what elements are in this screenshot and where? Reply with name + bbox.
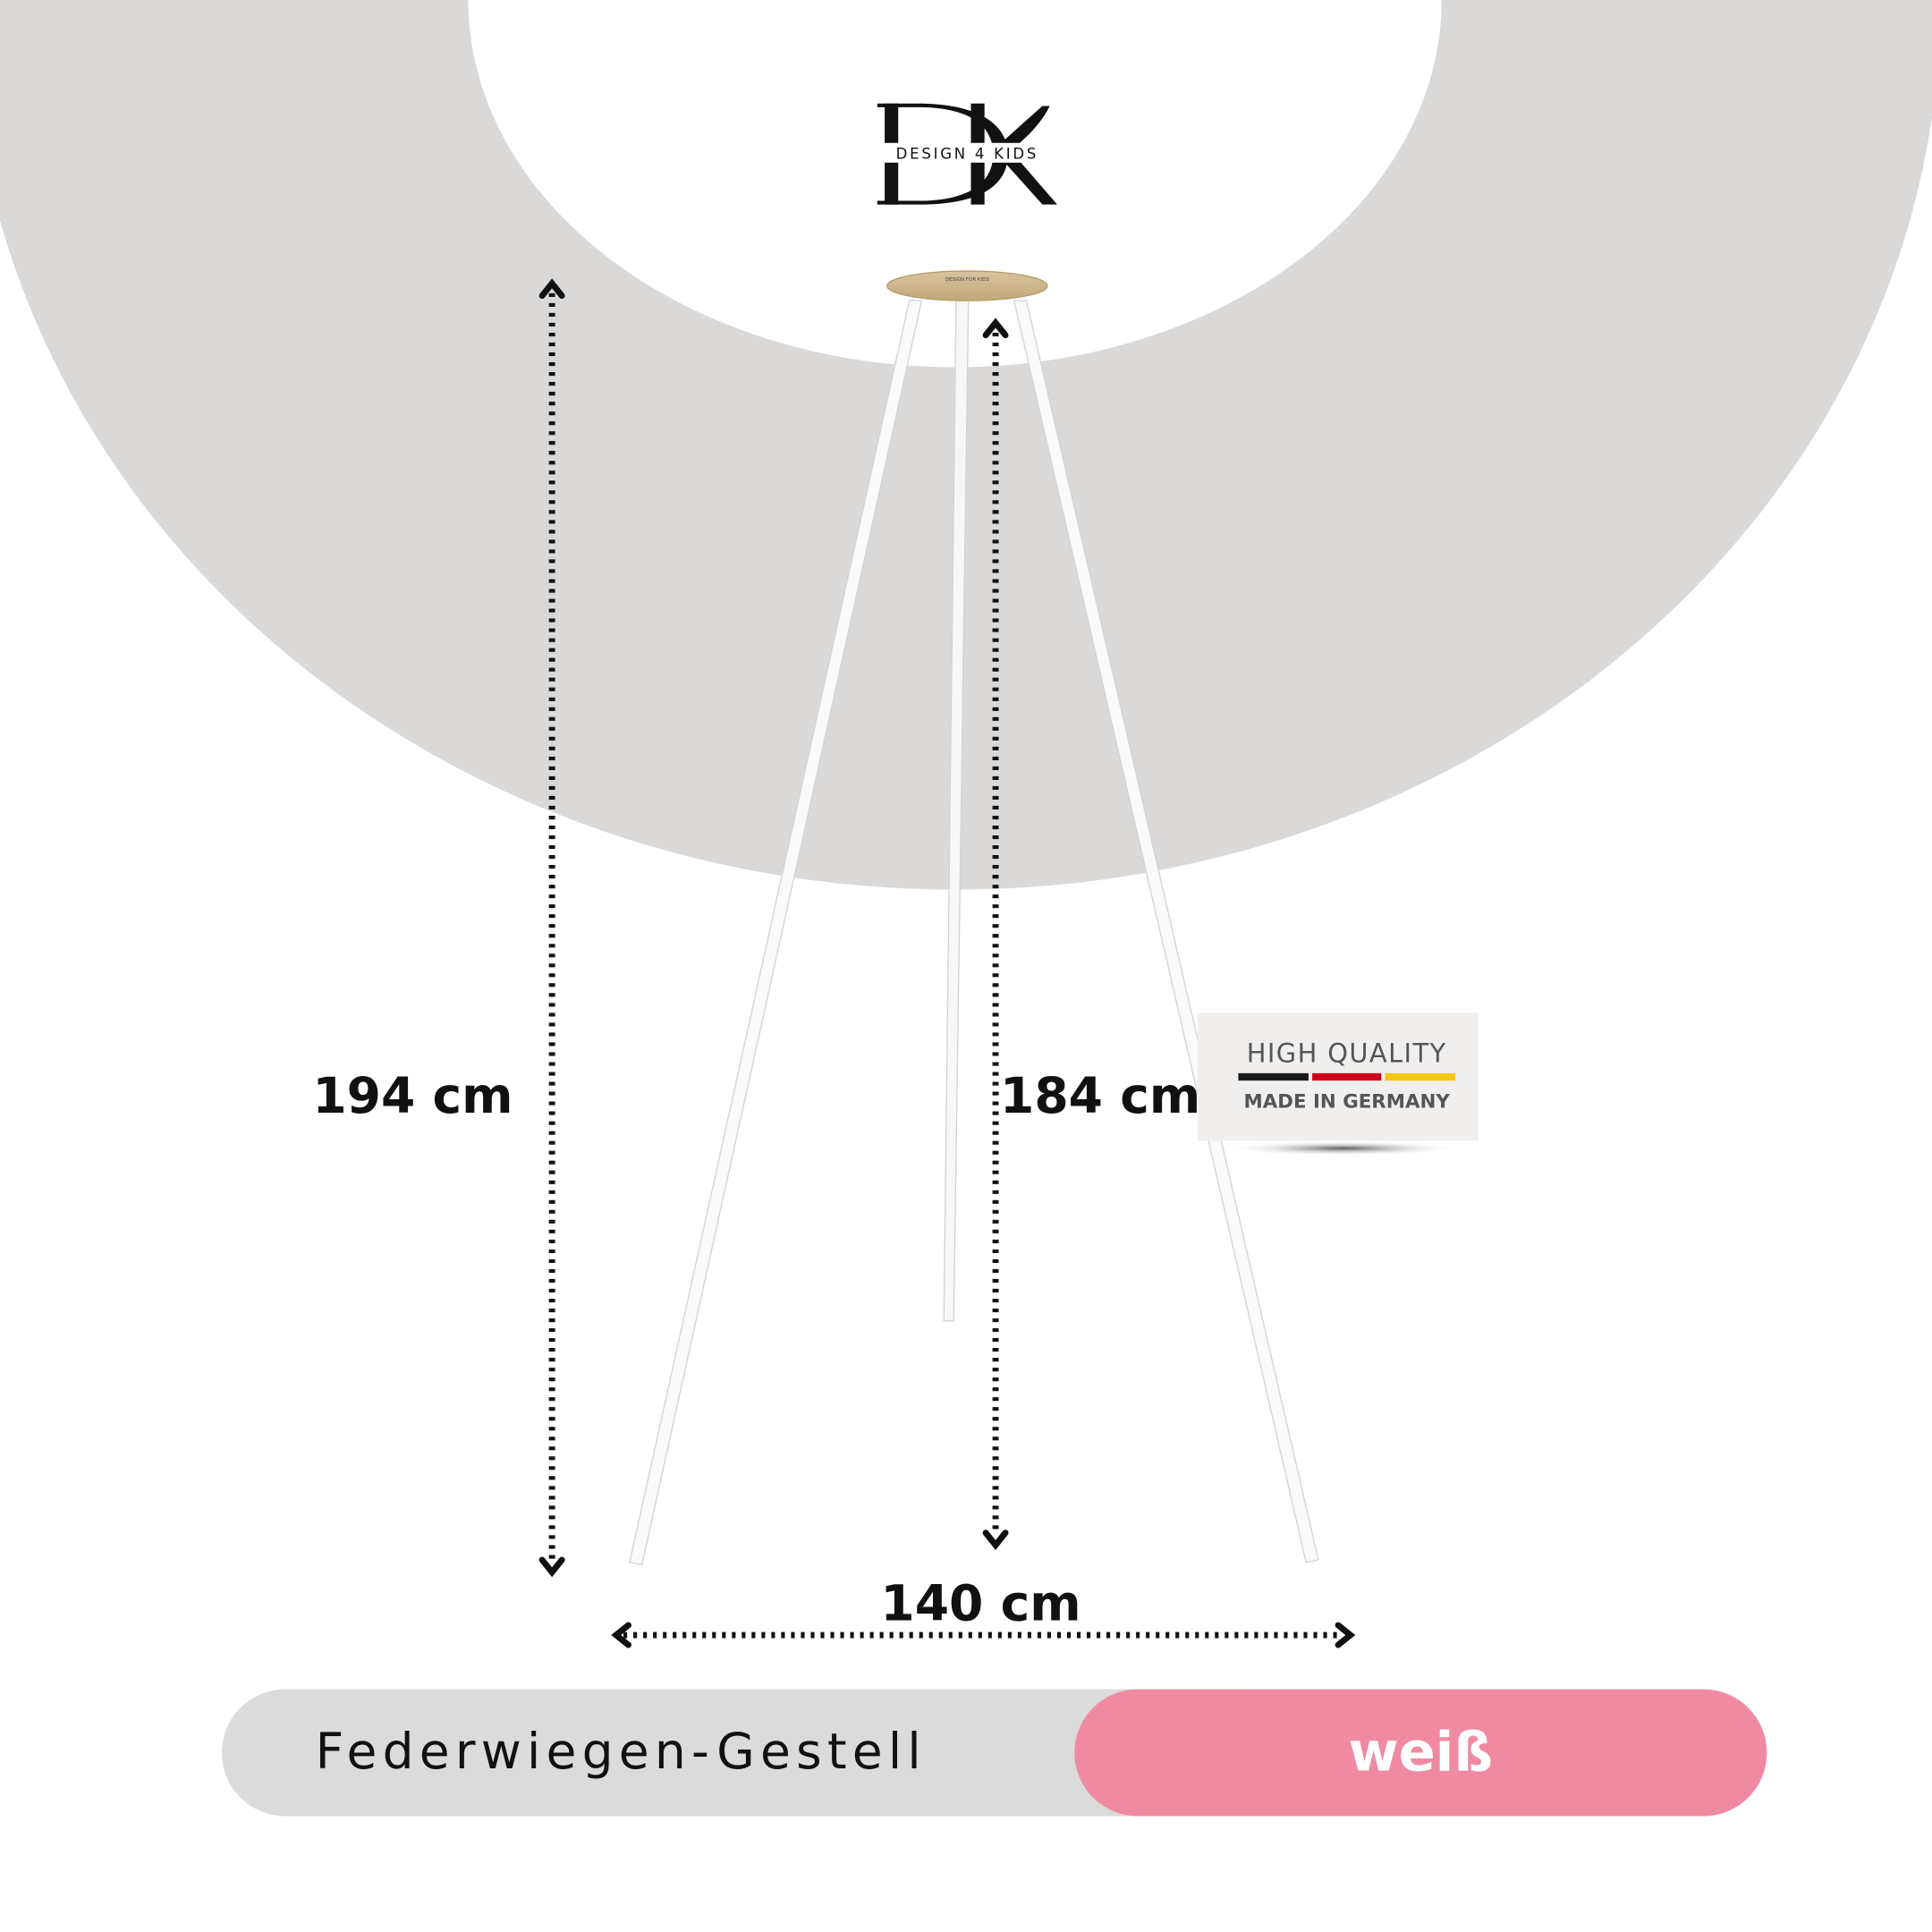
width-arrow-140 (611, 1622, 1356, 1648)
flag-stripe-black (1238, 1072, 1309, 1081)
background-ring-inner (468, 0, 1442, 368)
product-color: weiß (1349, 1722, 1493, 1784)
stand-puck-text: DESIGN FOR KIDS (945, 277, 989, 283)
product-name: Federwiegen-Gestell (316, 1723, 927, 1780)
badge-title: HIGH QUALITY (1247, 1038, 1447, 1068)
height-label-194: 194 cm (312, 1067, 513, 1124)
product-label-pill: Federwiegen-Gestell weiß (221, 1689, 1767, 1817)
height-arrow-184 (982, 318, 1009, 1550)
height-label-184: 184 cm (1000, 1067, 1200, 1124)
height-arrow-194 (538, 278, 565, 1578)
flag-stripe-red (1312, 1072, 1382, 1081)
quality-badge: HIGH QUALITY MADE IN GERMANY (1197, 1013, 1479, 1157)
brand-logo: DESIGN 4 KIDS (877, 103, 1057, 205)
logo-tagline: DESIGN 4 KIDS (896, 146, 1038, 163)
badge-subtitle: MADE IN GERMANY (1243, 1090, 1450, 1113)
width-label-140: 140 cm (880, 1574, 1080, 1631)
tripod-stand: DESIGN FOR KIDS (629, 270, 1319, 1566)
flag-stripe-gold (1385, 1072, 1455, 1081)
